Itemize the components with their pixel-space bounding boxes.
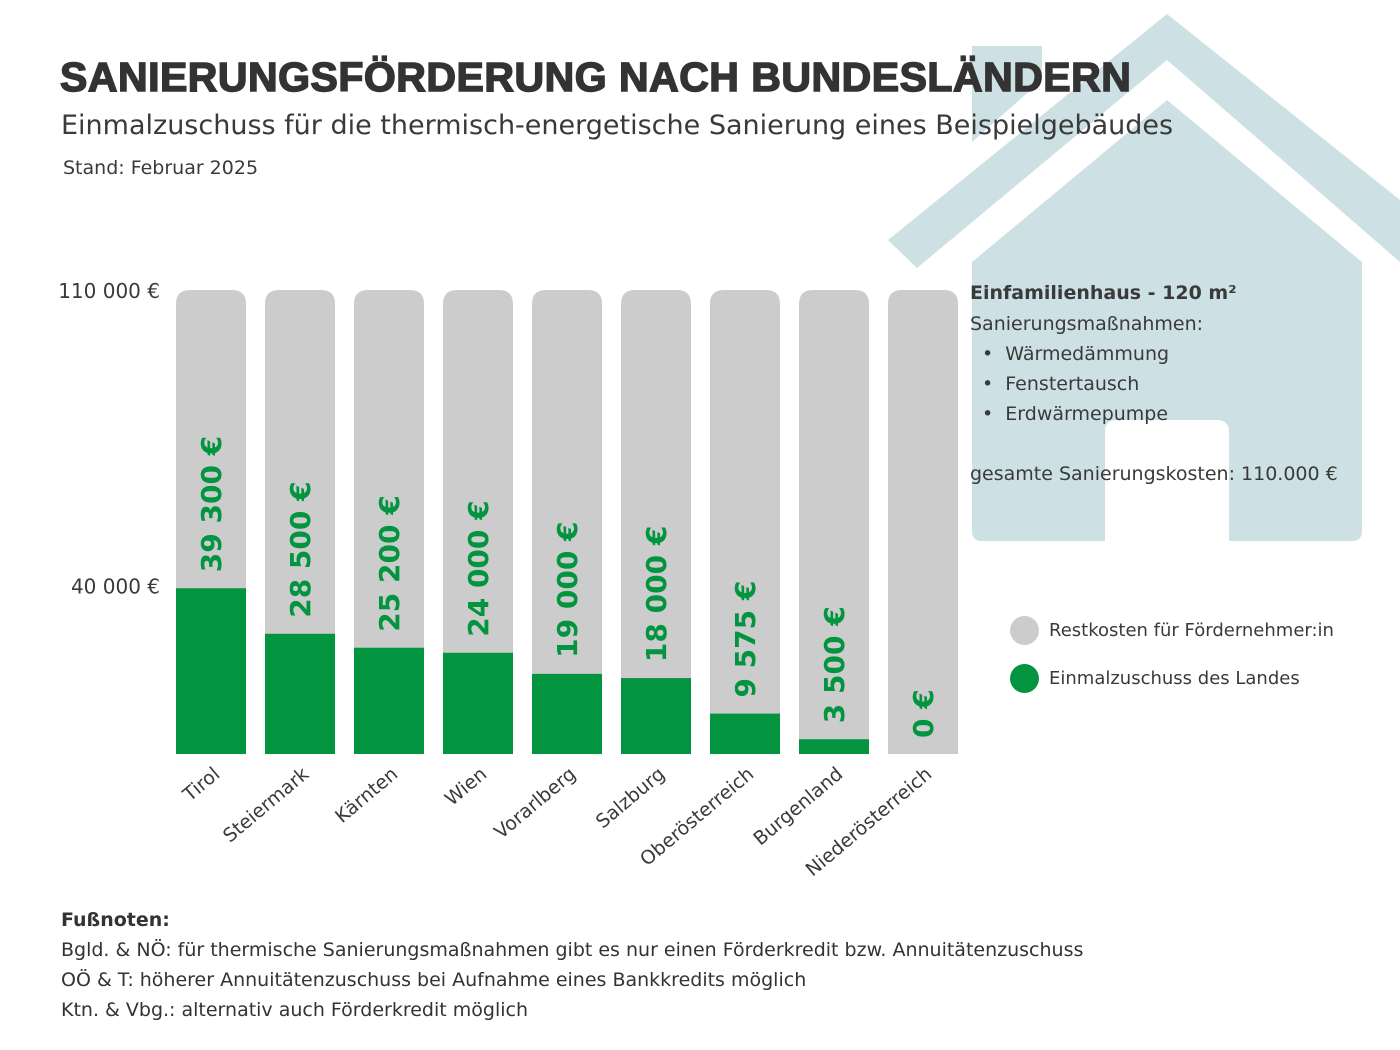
bar-zuschuss xyxy=(443,652,513,754)
bar-zuschuss xyxy=(621,678,691,754)
legend-item-restkosten: Restkosten für Fördernehmer:in xyxy=(1010,616,1334,645)
bar-zuschuss xyxy=(799,739,869,754)
measure-item: • Fenstertausch xyxy=(982,373,1140,395)
bar-zuschuss xyxy=(265,633,335,754)
bar-restkosten xyxy=(799,290,869,754)
bar-restkosten xyxy=(621,290,691,754)
measure-label: Erdwärmepumpe xyxy=(1005,403,1169,425)
footnote-line: Ktn. & Vbg.: alternativ auch Förderkredi… xyxy=(61,999,529,1021)
footnotes: Fußnoten: Bgld. & NÖ: für thermische San… xyxy=(61,905,1083,1025)
data-label: 39 300 € xyxy=(195,436,228,572)
house-body xyxy=(972,100,1362,541)
house-chimney xyxy=(972,46,1042,142)
total-cost: gesamte Sanierungskosten: 110.000 € xyxy=(970,463,1338,485)
legend-swatch-green xyxy=(1010,664,1039,693)
measure-item: • Erdwärmepumpe xyxy=(982,403,1169,425)
measure-label: Wärmedämmung xyxy=(1005,343,1170,365)
data-label: 19 000 € xyxy=(551,521,584,657)
info-measures-label: Sanierungsmaßnahmen: xyxy=(970,313,1204,335)
legend-label: Restkosten für Fördernehmer:in xyxy=(1049,620,1334,641)
x-tick-label: Tirol xyxy=(178,763,224,807)
x-tick-label: Vorarlberg xyxy=(490,763,580,843)
date-note: Stand: Februar 2025 xyxy=(63,157,259,179)
x-tick-label: Salzburg xyxy=(592,763,669,833)
data-label: 0 € xyxy=(907,689,940,738)
x-tick-label: Kärnten xyxy=(331,763,402,828)
bar-zuschuss xyxy=(710,713,780,754)
page-subtitle: Einmalzuschuss für die thermisch-energet… xyxy=(61,110,1174,141)
info-title: Einfamilienhaus - 120 m² xyxy=(970,282,1237,304)
legend-label: Einmalzuschuss des Landes xyxy=(1049,668,1300,689)
legend-swatch-grey xyxy=(1010,616,1039,645)
data-label: 18 000 € xyxy=(640,526,673,662)
bar-restkosten xyxy=(354,290,424,754)
data-label: 28 500 € xyxy=(284,481,317,617)
bar-zuschuss xyxy=(176,588,246,754)
bar-restkosten xyxy=(710,290,780,754)
footnote-line: Bgld. & NÖ: für thermische Sanierungsmaß… xyxy=(61,939,1084,961)
y-tick-label: 110 000 € xyxy=(58,279,160,303)
footnotes-heading: Fußnoten: xyxy=(61,909,170,931)
bar-zuschuss xyxy=(354,647,424,754)
data-label: 24 000 € xyxy=(462,500,495,636)
bar-zuschuss xyxy=(532,673,602,754)
house-roof xyxy=(888,14,1400,268)
data-label: 25 200 € xyxy=(373,495,406,631)
data-label: 3 500 € xyxy=(818,606,851,723)
y-tick-label: 40 000 € xyxy=(71,574,160,598)
bar-restkosten xyxy=(443,290,513,754)
measure-label: Fenstertausch xyxy=(1005,373,1140,395)
bar-restkosten xyxy=(532,290,602,754)
footnote-line: OÖ & T: höherer Annuitätenzuschuss bei A… xyxy=(61,969,807,991)
measure-item: • Wärmedämmung xyxy=(982,343,1170,365)
page-title: SANIERUNGSFÖRDERUNG NACH BUNDESLÄNDERN xyxy=(59,53,1132,101)
data-label: 9 575 € xyxy=(729,581,762,698)
bar-restkosten xyxy=(888,290,958,754)
x-tick-label: Wien xyxy=(441,763,491,810)
x-tick-label: Steiermark xyxy=(219,763,313,847)
legend-item-zuschuss: Einmalzuschuss des Landes xyxy=(1010,664,1300,693)
